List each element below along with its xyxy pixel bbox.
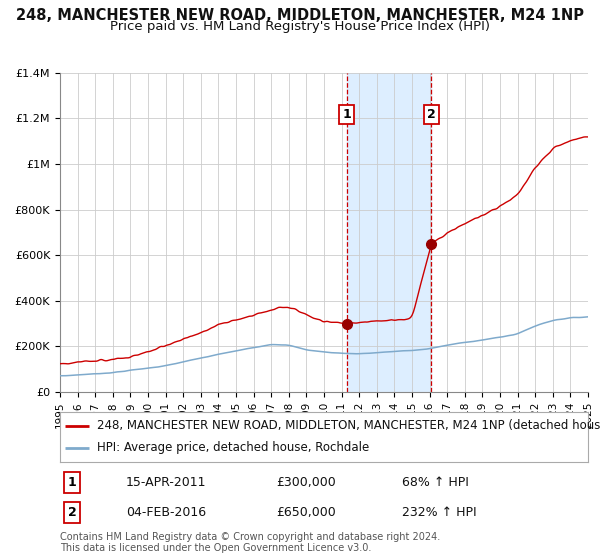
Text: HPI: Average price, detached house, Rochdale: HPI: Average price, detached house, Roch…	[97, 441, 369, 454]
Text: 1: 1	[343, 108, 351, 121]
Text: 248, MANCHESTER NEW ROAD, MIDDLETON, MANCHESTER, M24 1NP (detached house): 248, MANCHESTER NEW ROAD, MIDDLETON, MAN…	[97, 419, 600, 432]
Text: 232% ↑ HPI: 232% ↑ HPI	[402, 506, 476, 519]
Text: Price paid vs. HM Land Registry's House Price Index (HPI): Price paid vs. HM Land Registry's House …	[110, 20, 490, 32]
Text: 2: 2	[68, 506, 76, 519]
Text: £300,000: £300,000	[276, 476, 336, 489]
Text: Contains HM Land Registry data © Crown copyright and database right 2024.
This d: Contains HM Land Registry data © Crown c…	[60, 531, 440, 553]
Text: 04-FEB-2016: 04-FEB-2016	[126, 506, 206, 519]
Text: 15-APR-2011: 15-APR-2011	[126, 476, 206, 489]
Text: 68% ↑ HPI: 68% ↑ HPI	[402, 476, 469, 489]
Text: 1: 1	[68, 476, 76, 489]
Bar	[347, 73, 431, 392]
Text: £650,000: £650,000	[276, 506, 336, 519]
Text: 248, MANCHESTER NEW ROAD, MIDDLETON, MANCHESTER, M24 1NP: 248, MANCHESTER NEW ROAD, MIDDLETON, MAN…	[16, 8, 584, 24]
Text: 2: 2	[427, 108, 436, 121]
